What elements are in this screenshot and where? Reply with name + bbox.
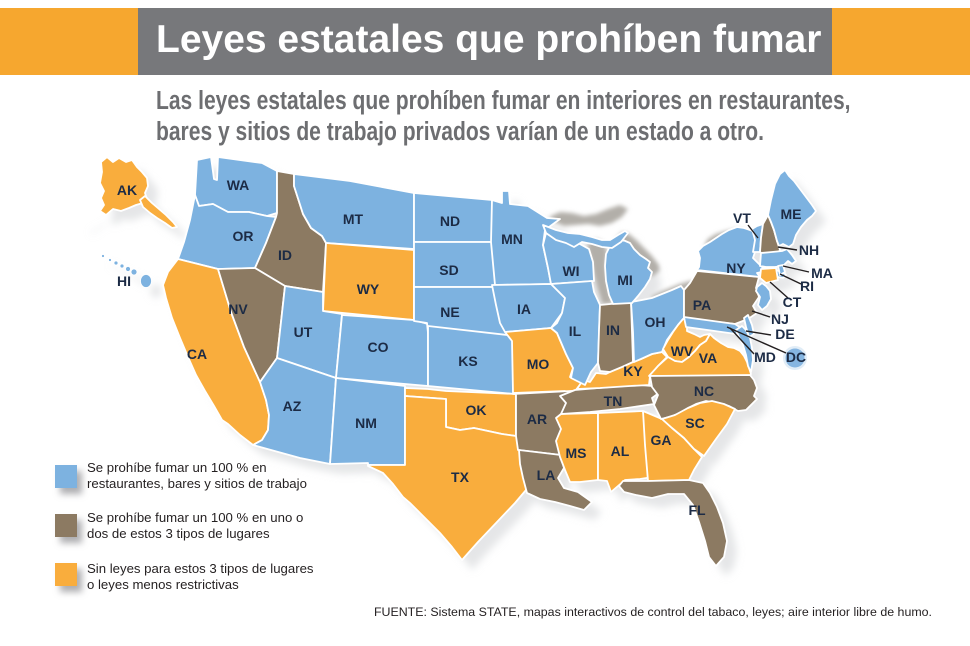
svg-text:NE: NE (440, 304, 459, 320)
svg-text:OK: OK (466, 402, 487, 418)
svg-text:VA: VA (699, 350, 717, 366)
svg-text:PA: PA (693, 297, 711, 313)
svg-text:AZ: AZ (283, 398, 302, 414)
svg-text:NY: NY (726, 260, 746, 276)
svg-text:MD: MD (754, 349, 776, 365)
svg-text:MS: MS (566, 445, 587, 461)
svg-text:WA: WA (227, 177, 250, 193)
svg-text:CA: CA (187, 346, 207, 362)
svg-text:LA: LA (537, 467, 556, 483)
svg-text:ID: ID (278, 247, 292, 263)
svg-text:SD: SD (439, 262, 458, 278)
svg-text:KS: KS (458, 353, 477, 369)
svg-text:IA: IA (517, 301, 531, 317)
svg-text:AL: AL (611, 443, 630, 459)
svg-text:MO: MO (527, 356, 550, 372)
svg-text:MA: MA (811, 265, 833, 281)
svg-text:TN: TN (604, 393, 623, 409)
svg-text:TX: TX (451, 469, 470, 485)
svg-text:WY: WY (357, 281, 380, 297)
svg-text:MI: MI (617, 272, 633, 288)
svg-text:AR: AR (527, 411, 547, 427)
svg-text:GA: GA (651, 432, 672, 448)
svg-text:NM: NM (355, 415, 377, 431)
svg-text:MN: MN (501, 231, 523, 247)
svg-text:NC: NC (694, 383, 714, 399)
svg-text:UT: UT (294, 324, 313, 340)
svg-text:OR: OR (233, 228, 254, 244)
svg-text:NJ: NJ (771, 311, 789, 327)
svg-text:AK: AK (117, 182, 137, 198)
svg-text:MT: MT (343, 211, 364, 227)
svg-text:CO: CO (368, 339, 389, 355)
svg-text:NV: NV (228, 301, 248, 317)
svg-text:WI: WI (562, 263, 579, 279)
svg-text:ME: ME (781, 206, 802, 222)
svg-text:RI: RI (800, 278, 814, 294)
svg-text:SC: SC (685, 415, 704, 431)
svg-text:DE: DE (775, 326, 794, 342)
svg-text:FL: FL (688, 502, 706, 518)
svg-text:HI: HI (117, 273, 131, 289)
svg-text:KY: KY (623, 363, 643, 379)
svg-text:IL: IL (569, 323, 582, 339)
svg-text:IN: IN (606, 322, 620, 338)
svg-text:NH: NH (799, 242, 819, 258)
svg-text:WV: WV (671, 343, 694, 359)
svg-text:OH: OH (645, 314, 666, 330)
svg-text:ND: ND (440, 213, 460, 229)
svg-text:VT: VT (733, 210, 751, 226)
svg-text:DC: DC (786, 349, 806, 365)
svg-text:CT: CT (783, 294, 802, 310)
